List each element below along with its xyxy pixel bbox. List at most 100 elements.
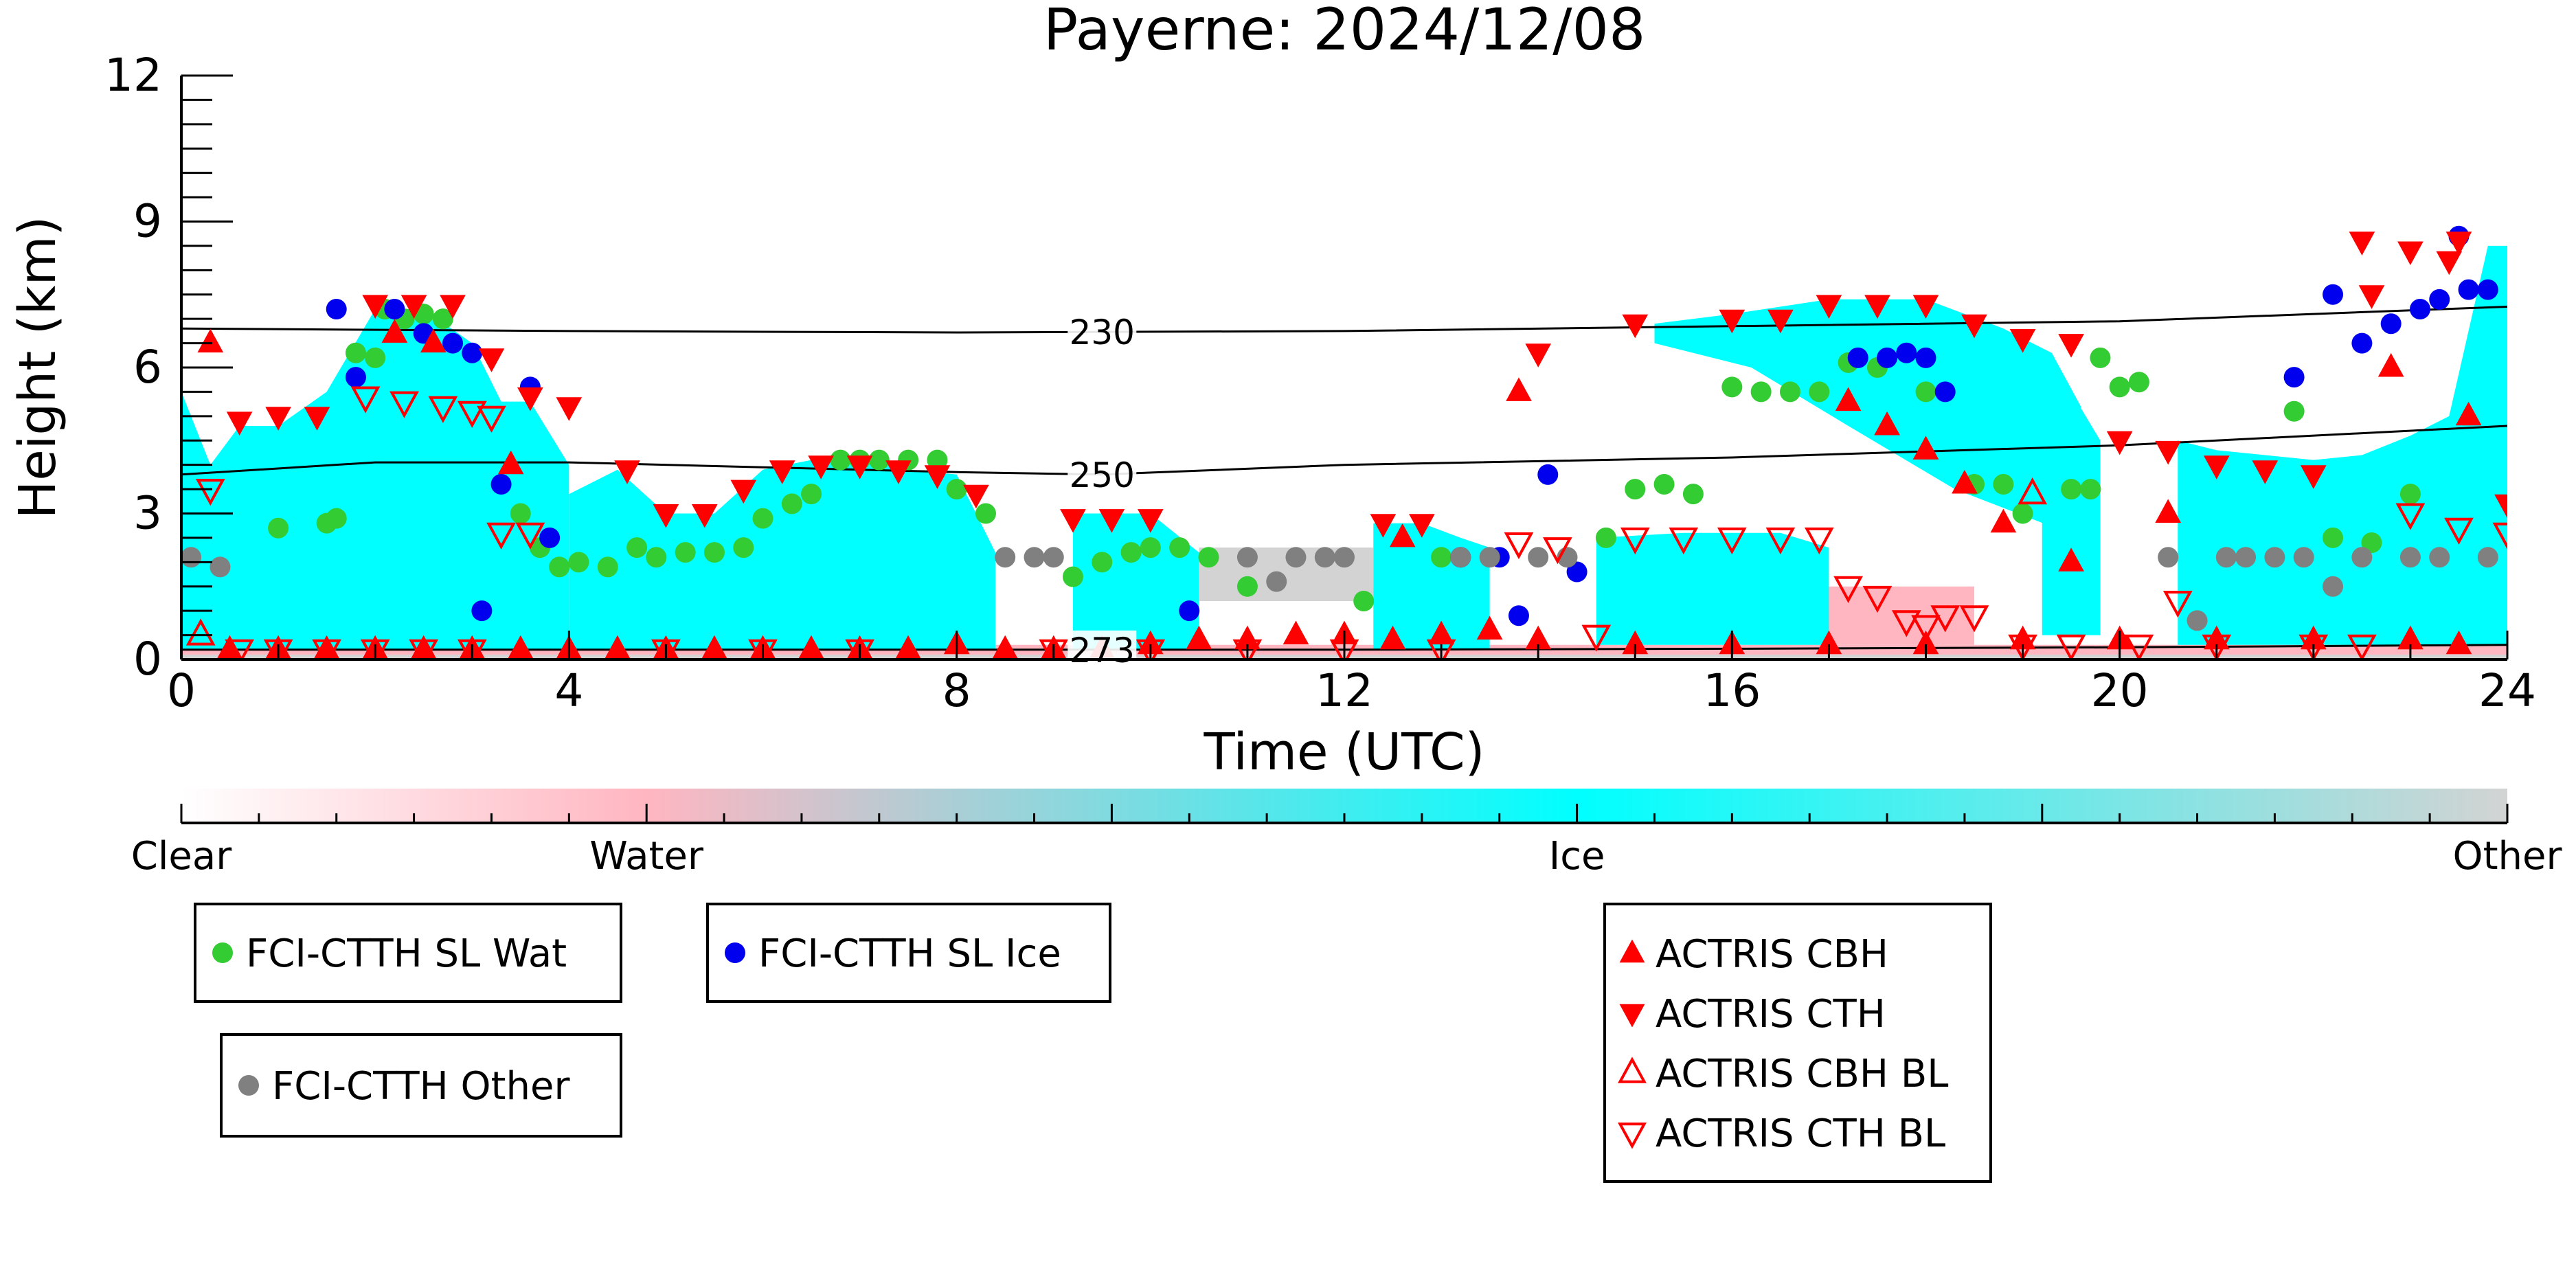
point-fci-ctth-sl-ice-2 (384, 299, 405, 319)
point-fci-ctth-other-12 (1528, 547, 1549, 568)
point-actris-cth-14 (808, 455, 834, 479)
point-fci-ctth-sl-wat-11 (549, 556, 570, 578)
point-actris-cth-38 (2300, 465, 2327, 489)
point-actris-cth-bl-36 (2298, 634, 2329, 659)
point-fci-ctth-sl-wat-59 (2399, 484, 2421, 505)
ice-region-4 (1596, 532, 1829, 645)
point-fci-ctth-other-19 (2293, 547, 2314, 568)
point-actris-cth-bl-1 (225, 639, 254, 659)
point-fci-ctth-sl-wat-30 (1092, 552, 1113, 573)
point-actris-cth-25 (1622, 314, 1649, 339)
x-tick-label-12: 12 (1315, 664, 1373, 717)
point-fci-ctth-sl-wat-19 (752, 508, 773, 529)
point-fci-ctth-sl-wat-12 (568, 552, 589, 573)
point-actris-cth-bl-16 (1426, 639, 1456, 659)
point-actris-cbh-24 (1379, 625, 1406, 650)
point-fci-ctth-sl-ice-23 (2351, 332, 2373, 354)
point-fci-ctth-sl-wat-17 (703, 542, 725, 563)
point-actris-cth-9 (614, 460, 640, 484)
point-actris-cth-bl-31 (2008, 634, 2037, 659)
point-fci-ctth-sl-wat-26 (927, 449, 948, 471)
point-actris-cth-28 (1816, 295, 1842, 319)
contour-label-250: 250 (1070, 455, 1135, 495)
y-tick-label-6: 6 (133, 341, 162, 394)
point-actris-cbh-42 (1389, 523, 1416, 547)
point-actris-cbh-52 (2455, 401, 2482, 426)
point-fci-ctth-sl-wat-38 (1595, 527, 1616, 548)
point-actris-cth-bl-13 (1136, 639, 1166, 659)
ice-region-1 (569, 460, 996, 650)
colorbar-ticks (180, 804, 2509, 824)
legend-marker-actris-cth (1619, 1004, 1645, 1028)
point-actris-cth-bl-25 (1833, 576, 1863, 603)
point-actris-cbh-38 (197, 328, 224, 353)
point-actris-cth-24 (1525, 343, 1552, 368)
point-fci-ctth-sl-wat-60 (2090, 347, 2111, 368)
point-fci-ctth-sl-wat-4 (365, 347, 386, 368)
point-fci-ctth-sl-ice-17 (1877, 347, 1898, 368)
y-tick-label-0: 0 (133, 633, 162, 686)
point-actris-cth-bl-34 (2162, 591, 2193, 618)
point-actris-cth-32 (2009, 329, 2036, 353)
point-fci-ctth-sl-wat-31 (1120, 542, 1142, 563)
point-fci-ctth-sl-ice-21 (2283, 367, 2305, 388)
point-actris-cth-37 (2252, 460, 2279, 484)
point-actris-cbh-25 (1428, 620, 1454, 645)
point-fci-ctth-other-8 (1314, 547, 1335, 568)
point-actris-cth-bl-18 (1543, 537, 1572, 565)
colorbar-label-ice: Ice (1549, 834, 1605, 879)
point-fci-ctth-sl-wat-22 (830, 449, 851, 471)
point-actris-cth-bl-45 (477, 405, 506, 433)
point-actris-cth-15 (846, 455, 873, 479)
legend-marker-actris-cbh (1619, 939, 1645, 963)
point-fci-ctth-sl-wat-36 (1353, 591, 1375, 611)
point-fci-ctth-sl-ice-28 (2458, 279, 2479, 300)
point-actris-cbh-41 (497, 450, 524, 475)
point-fci-ctth-sl-wat-57 (2323, 527, 2344, 548)
point-fci-ctth-sl-ice-18 (1896, 342, 1917, 363)
legend-2: FCI-CTTH Other (220, 1033, 622, 1138)
point-actris-cth-bl-30 (1959, 605, 1989, 633)
y-axis-label: Height (km) (8, 216, 67, 519)
legends: FCI-CTTH SL Wat FCI-CTTH SL Ice FCI-CTTH O… (194, 903, 1992, 1183)
colorbar: Clear Water Ice Other (131, 789, 2562, 879)
point-actris-cbh-bl-0 (185, 618, 216, 646)
legend-label-fci-ctth-other: FCI-CTTH Other (272, 1064, 570, 1109)
point-fci-ctth-sl-wat-24 (868, 449, 890, 471)
point-fci-ctth-sl-wat-29 (1062, 566, 1083, 587)
point-fci-ctth-other-4 (1043, 547, 1064, 568)
ice-region-0 (181, 309, 569, 650)
contour-label-230: 230 (1070, 313, 1135, 352)
legend-3: ACTRIS CBH ACTRIS CTH ACTRIS CBH BL ACTRIS … (1603, 903, 1992, 1183)
contour-label-273: 273 (1070, 631, 1135, 670)
point-actris-cth-bl-21 (1669, 527, 1699, 555)
legend-label-fci-ctth-sl-wat: FCI-CTTH SL Wat (246, 931, 567, 976)
legend-box-2 (220, 1033, 622, 1138)
point-fci-ctth-sl-ice-24 (2380, 313, 2402, 335)
point-actris-cth-bl-38 (2395, 503, 2426, 530)
point-fci-ctth-sl-wat-13 (597, 556, 618, 578)
point-actris-cth-10 (653, 504, 679, 528)
point-actris-cth-2 (304, 407, 330, 431)
legend-marker-actris-cth-bl (1618, 1122, 1647, 1149)
point-fci-ctth-sl-wat-45 (1809, 381, 1830, 403)
point-fci-ctth-other-14 (2158, 547, 2179, 568)
point-actris-cth-bl-8 (515, 522, 545, 550)
point-fci-ctth-sl-ice-20 (1934, 381, 1956, 403)
point-fci-ctth-sl-ice-16 (1847, 347, 1868, 368)
data-markers (181, 225, 2507, 659)
plot-area (181, 225, 2507, 659)
point-fci-ctth-other-24 (2477, 547, 2498, 568)
point-fci-ctth-sl-wat-55 (2128, 372, 2149, 393)
point-actris-cth-30 (1912, 295, 1939, 319)
colorbar-label-clear: Clear (131, 834, 232, 879)
point-fci-ctth-sl-wat-50 (1993, 474, 2014, 495)
point-fci-ctth-sl-ice-26 (2429, 289, 2450, 310)
point-actris-cth-31 (1961, 314, 1987, 339)
point-actris-cth-27 (1767, 309, 1794, 334)
point-fci-ctth-sl-wat-41 (1682, 484, 1704, 505)
point-fci-ctth-other-0 (181, 547, 202, 568)
y-tick-label-12: 12 (104, 49, 162, 102)
ice-region-7 (2178, 245, 2507, 645)
point-fci-ctth-sl-wat-27 (946, 479, 967, 500)
